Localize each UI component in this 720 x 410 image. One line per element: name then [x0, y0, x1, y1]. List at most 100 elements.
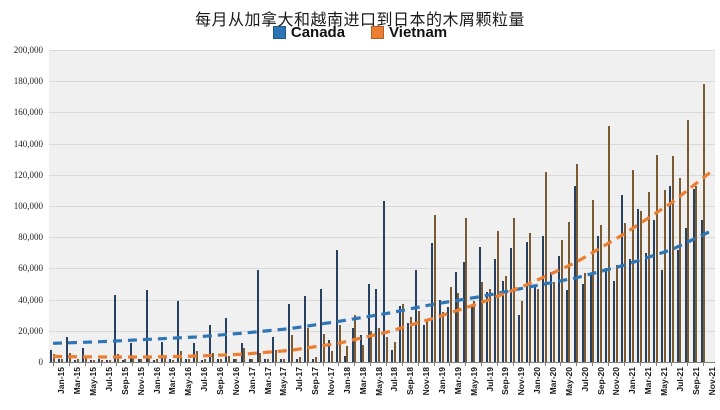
bar-canada: [462, 262, 465, 362]
x-axis-tick: [84, 363, 86, 366]
bar-canada: [652, 220, 655, 362]
bar-canada: [304, 296, 307, 362]
x-axis-tick: [623, 363, 625, 366]
bar-vietnam: [592, 199, 595, 362]
y-axis-tick-label: 180,000: [13, 76, 43, 87]
x-axis-tick-label: Mar-17: [262, 367, 273, 395]
bar-vietnam: [283, 358, 286, 362]
bar-vietnam: [219, 358, 222, 362]
bar-vietnam: [647, 191, 650, 362]
x-axis-tick: [163, 363, 165, 366]
bar-canada: [312, 358, 315, 362]
x-axis-tick-label: Jan-15: [56, 367, 67, 394]
gridline: [49, 50, 715, 51]
bar-vietnam: [409, 316, 412, 362]
bar-canada: [407, 323, 410, 362]
x-axis-tick: [655, 363, 657, 366]
y-axis-labels: 0 20,000 40,000 60,000 80,000 100,000 120,000 1…: [0, 45, 47, 367]
bar-vietnam: [172, 360, 175, 362]
x-axis-tick-label: Jan-18: [341, 367, 352, 394]
y-axis-tick-label: 60,000: [18, 263, 43, 274]
bar-canada: [478, 246, 481, 362]
bar-canada: [430, 243, 433, 362]
y-axis-tick-label: 80,000: [18, 232, 43, 243]
x-axis-tick: [259, 363, 261, 366]
x-axis-tick-label: Jan-20: [532, 367, 543, 394]
x-axis-labels: Jan-15 Mar-15 May-15 Jul-15 Sep-15 Nov-15 Jan-…: [49, 363, 717, 410]
bar-vietnam: [235, 358, 238, 362]
bar-canada: [486, 291, 489, 362]
gridlines: [49, 50, 715, 362]
x-axis-tick-label: Mar-15: [72, 367, 83, 395]
x-axis-tick: [274, 363, 276, 366]
x-axis-tick-label: Nov-16: [230, 367, 241, 396]
x-axis-tick: [417, 363, 419, 366]
bar-vietnam: [703, 84, 706, 362]
bar-canada: [367, 284, 370, 362]
x-axis-tick: [560, 363, 562, 366]
y-axis-tick-label: 200,000: [13, 45, 43, 55]
bar-canada: [446, 307, 449, 362]
x-axis-tick-label: May-20: [563, 367, 574, 396]
bar-canada: [470, 307, 473, 362]
x-axis-tick: [465, 363, 467, 366]
bar-canada: [438, 299, 441, 362]
x-axis-tick-label: May-15: [88, 367, 99, 396]
bar-canada: [660, 269, 663, 362]
x-axis-tick-label: Sep-19: [500, 367, 511, 395]
bar-canada: [549, 271, 552, 362]
bar-canada: [272, 337, 275, 362]
x-axis-tick-label: Jul-17: [294, 367, 305, 392]
x-axis-tick: [592, 363, 594, 366]
bar-canada: [597, 235, 600, 362]
bar-vietnam: [417, 310, 420, 362]
bar-vietnam: [425, 319, 428, 362]
bar-vietnam: [227, 355, 230, 362]
legend-item-vietnam[interactable]: Vietnam: [371, 24, 447, 41]
x-axis-tick-label: Sep-21: [690, 367, 701, 395]
x-axis-tick-label: Jul-20: [579, 367, 590, 392]
bar-canada: [565, 290, 568, 362]
bar-vietnam: [655, 154, 658, 362]
bar-canada: [113, 294, 116, 362]
bar-vietnam: [505, 276, 508, 362]
bar-vietnam: [306, 327, 309, 362]
y-axis-tick-label: 160,000: [13, 107, 43, 118]
bar-vietnam: [370, 330, 373, 362]
bar-canada: [692, 188, 695, 362]
bar-canada: [375, 288, 378, 362]
bar-vietnam: [148, 355, 151, 362]
legend-item-canada[interactable]: Canada: [272, 24, 345, 41]
bar-vietnam: [187, 358, 190, 362]
bar-canada: [240, 343, 243, 362]
bar-canada: [668, 185, 671, 362]
bar-canada: [605, 268, 608, 362]
bar-canada: [534, 287, 537, 362]
bar-canada: [58, 358, 61, 362]
legend-swatch-vietnam: [371, 26, 385, 39]
bar-vietnam: [552, 282, 555, 362]
bar-vietnam: [679, 177, 682, 362]
trendline-canada: [52, 229, 712, 345]
x-axis-tick-label: Nov-17: [326, 367, 337, 396]
bar-vietnam: [528, 232, 531, 362]
bar-vietnam: [314, 357, 317, 362]
x-axis-tick: [370, 363, 372, 366]
bar-canada: [193, 343, 196, 362]
bar-canada: [573, 185, 576, 362]
bar-vietnam: [623, 223, 626, 362]
bar-canada: [541, 235, 544, 362]
bar-vietnam: [362, 344, 365, 362]
gridline: [49, 237, 715, 239]
bar-vietnam: [100, 360, 103, 362]
bar-vietnam: [346, 346, 349, 362]
x-axis-tick-label: Nov-15: [135, 367, 146, 396]
bar-canada: [264, 358, 267, 362]
x-axis-tick-label: Nov-19: [516, 367, 527, 396]
x-axis-line: [49, 362, 715, 363]
bar-vietnam: [259, 352, 262, 362]
trendline-vietnam: [52, 170, 712, 359]
gridline: [49, 81, 715, 83]
y-axis-tick-label: 20,000: [18, 325, 43, 336]
